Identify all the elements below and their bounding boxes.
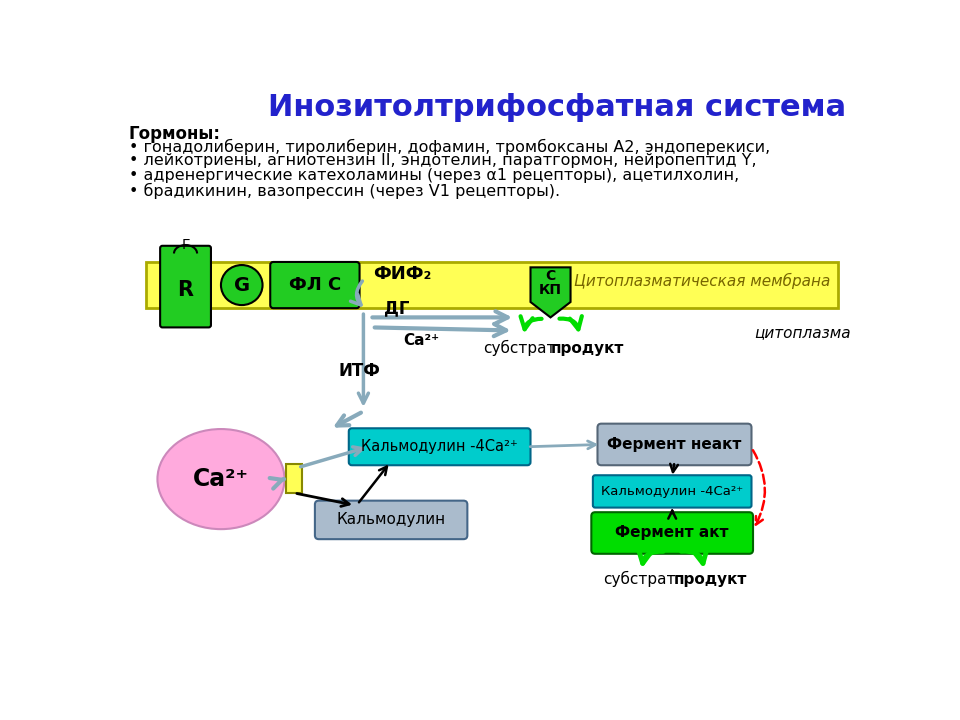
- FancyBboxPatch shape: [315, 500, 468, 539]
- Text: С
КП: С КП: [539, 269, 562, 297]
- Ellipse shape: [221, 265, 262, 305]
- Text: Г: Г: [181, 238, 190, 252]
- FancyArrowPatch shape: [753, 450, 765, 525]
- Text: • брадикинин, вазопрессин (через V1 рецепторы).: • брадикинин, вазопрессин (через V1 реце…: [129, 183, 560, 199]
- FancyBboxPatch shape: [286, 464, 301, 493]
- FancyArrowPatch shape: [560, 316, 582, 329]
- Text: • гонадолиберин, тиролиберин, дофамин, тромбоксаны А2, эндоперекиси,: • гонадолиберин, тиролиберин, дофамин, т…: [129, 139, 770, 155]
- Text: Фермент неакт: Фермент неакт: [608, 437, 742, 452]
- FancyBboxPatch shape: [271, 262, 360, 308]
- Text: Цитоплазматическая мембрана: Цитоплазматическая мембрана: [574, 272, 830, 289]
- FancyArrowPatch shape: [520, 316, 541, 329]
- Text: • адренергические катехоламины (через α1 рецепторы), ацетилхолин,: • адренергические катехоламины (через α1…: [129, 168, 739, 183]
- FancyBboxPatch shape: [348, 428, 531, 465]
- FancyBboxPatch shape: [146, 262, 838, 308]
- Text: Ca²⁺: Ca²⁺: [403, 333, 440, 348]
- Polygon shape: [531, 267, 570, 318]
- FancyArrowPatch shape: [638, 549, 663, 563]
- Text: субстрат: субстрат: [484, 340, 556, 356]
- FancyArrowPatch shape: [681, 549, 707, 564]
- Text: субстрат: субстрат: [604, 571, 676, 588]
- Text: • лейкотриены, агниотензин II, эндотелин, паратгормон, нейропептид Y,: • лейкотриены, агниотензин II, эндотелин…: [129, 153, 756, 168]
- FancyBboxPatch shape: [593, 475, 752, 508]
- FancyBboxPatch shape: [591, 512, 753, 554]
- Ellipse shape: [157, 429, 284, 529]
- Text: цитоплазма: цитоплазма: [754, 325, 851, 340]
- Text: ДГ: ДГ: [384, 300, 410, 317]
- Text: продукт: продукт: [551, 341, 624, 356]
- Text: ИТФ: ИТФ: [338, 362, 380, 380]
- Text: G: G: [233, 276, 250, 294]
- Text: продукт: продукт: [674, 572, 748, 587]
- Text: Фермент акт: Фермент акт: [615, 526, 729, 541]
- FancyBboxPatch shape: [597, 423, 752, 465]
- Text: Гормоны:: Гормоны:: [129, 125, 221, 143]
- Text: Инозитолтрифосфатная система: Инозитолтрифосфатная система: [269, 93, 847, 122]
- Text: Кальмодулин -4Ca²⁺: Кальмодулин -4Ca²⁺: [601, 485, 743, 498]
- Text: ФИФ₂: ФИФ₂: [372, 265, 431, 283]
- Text: ФЛ С: ФЛ С: [289, 276, 341, 294]
- Text: Кальмодулин: Кальмодулин: [337, 513, 445, 528]
- Text: Кальмодулин -4Ca²⁺: Кальмодулин -4Ca²⁺: [361, 439, 518, 454]
- FancyBboxPatch shape: [160, 246, 211, 328]
- Text: Ca²⁺: Ca²⁺: [193, 467, 249, 491]
- Text: R: R: [178, 281, 194, 300]
